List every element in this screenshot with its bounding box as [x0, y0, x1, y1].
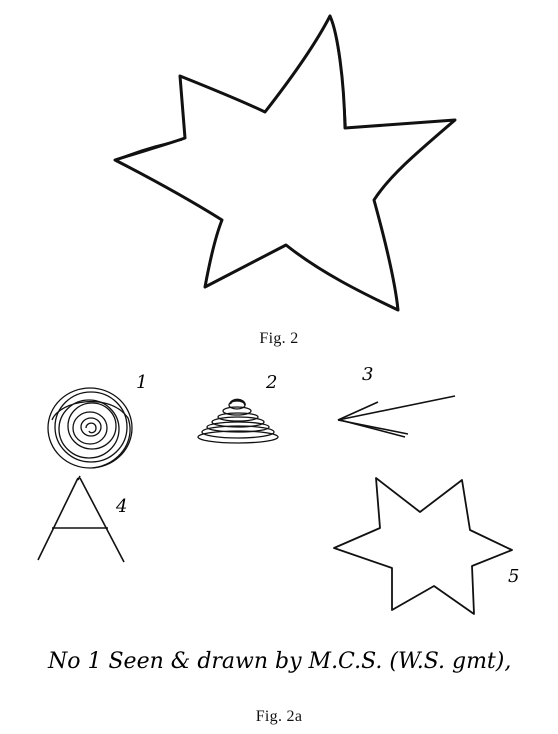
drawing-5-number: 5: [508, 566, 519, 587]
large-star-overstroke: [119, 19, 347, 159]
handwritten-note: No 1 Seen & drawn by M.C.S. (W.S. gmt),: [47, 649, 511, 674]
drawing-2-coil: [197, 398, 279, 444]
drawing-2-number: 2: [265, 372, 277, 393]
drawing-3-number: 3: [362, 364, 373, 385]
drawing-1-number: 1: [136, 372, 147, 393]
figure-2a-caption: Fig. 2a: [255, 708, 303, 725]
drawing-4-number: 4: [115, 496, 127, 517]
drawing-4-a-shape: [37, 475, 125, 563]
figure-2-caption: Fig. 2: [259, 330, 299, 347]
drawing-3-arrow: [337, 395, 456, 438]
large-star: [113, 14, 457, 312]
drawing-1-spiral: [47, 387, 133, 469]
drawing-5-star: [333, 477, 513, 615]
